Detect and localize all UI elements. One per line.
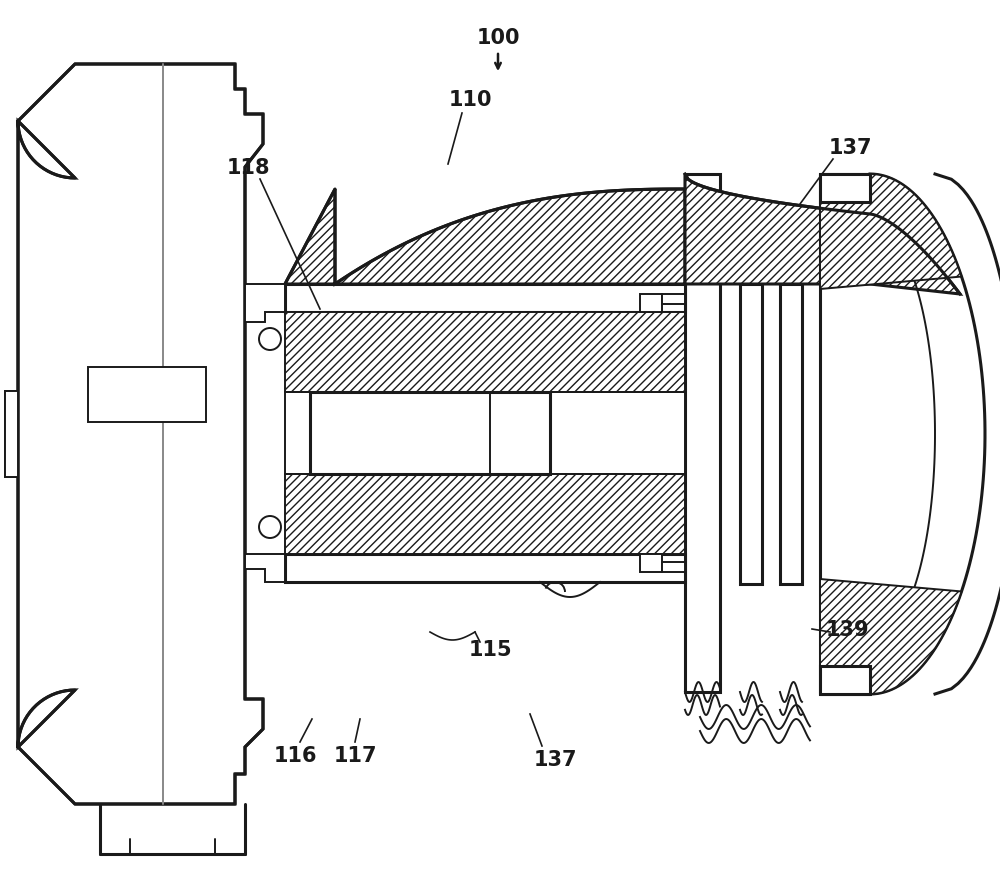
Text: 139: 139 [826, 620, 870, 640]
Bar [740, 285, 762, 584]
Bar [285, 393, 535, 474]
Bar [310, 393, 550, 474]
Text: 118: 118 [226, 158, 270, 178]
Polygon shape [820, 580, 962, 694]
Bar [640, 554, 662, 573]
Bar [780, 285, 802, 584]
Text: 115: 115 [468, 640, 512, 660]
Bar [535, 393, 685, 474]
Text: 110: 110 [448, 90, 492, 109]
Bar [285, 554, 685, 582]
Bar [285, 285, 685, 313]
Text: 137: 137 [533, 749, 577, 769]
Bar [662, 295, 685, 305]
Polygon shape [285, 313, 685, 393]
Text: 100: 100 [476, 28, 520, 48]
Polygon shape [285, 189, 685, 285]
Bar [820, 667, 870, 694]
Polygon shape [245, 554, 285, 582]
Polygon shape [285, 474, 685, 554]
Polygon shape [18, 65, 263, 804]
Bar [662, 562, 685, 573]
Bar [88, 368, 206, 422]
Bar [5, 392, 18, 477]
Text: 117: 117 [333, 745, 377, 765]
Text: 137: 137 [828, 138, 872, 158]
Bar [685, 175, 720, 693]
Polygon shape [245, 285, 285, 322]
Bar [820, 175, 870, 202]
Polygon shape [685, 175, 960, 295]
Text: 116: 116 [273, 745, 317, 765]
Polygon shape [820, 175, 962, 289]
Bar [640, 295, 662, 313]
